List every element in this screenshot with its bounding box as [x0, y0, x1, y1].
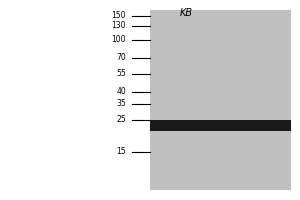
- Text: 40: 40: [116, 88, 126, 97]
- Text: 130: 130: [112, 21, 126, 30]
- Text: 25: 25: [116, 116, 126, 124]
- Text: 55: 55: [116, 70, 126, 78]
- Text: KB: KB: [179, 8, 193, 18]
- Text: 70: 70: [116, 53, 126, 62]
- Text: 15: 15: [116, 148, 126, 156]
- Bar: [150, 10, 291, 190]
- Bar: [150, 119, 291, 130]
- Text: 35: 35: [116, 99, 126, 108]
- Text: 150: 150: [112, 11, 126, 21]
- Text: 100: 100: [112, 36, 126, 45]
